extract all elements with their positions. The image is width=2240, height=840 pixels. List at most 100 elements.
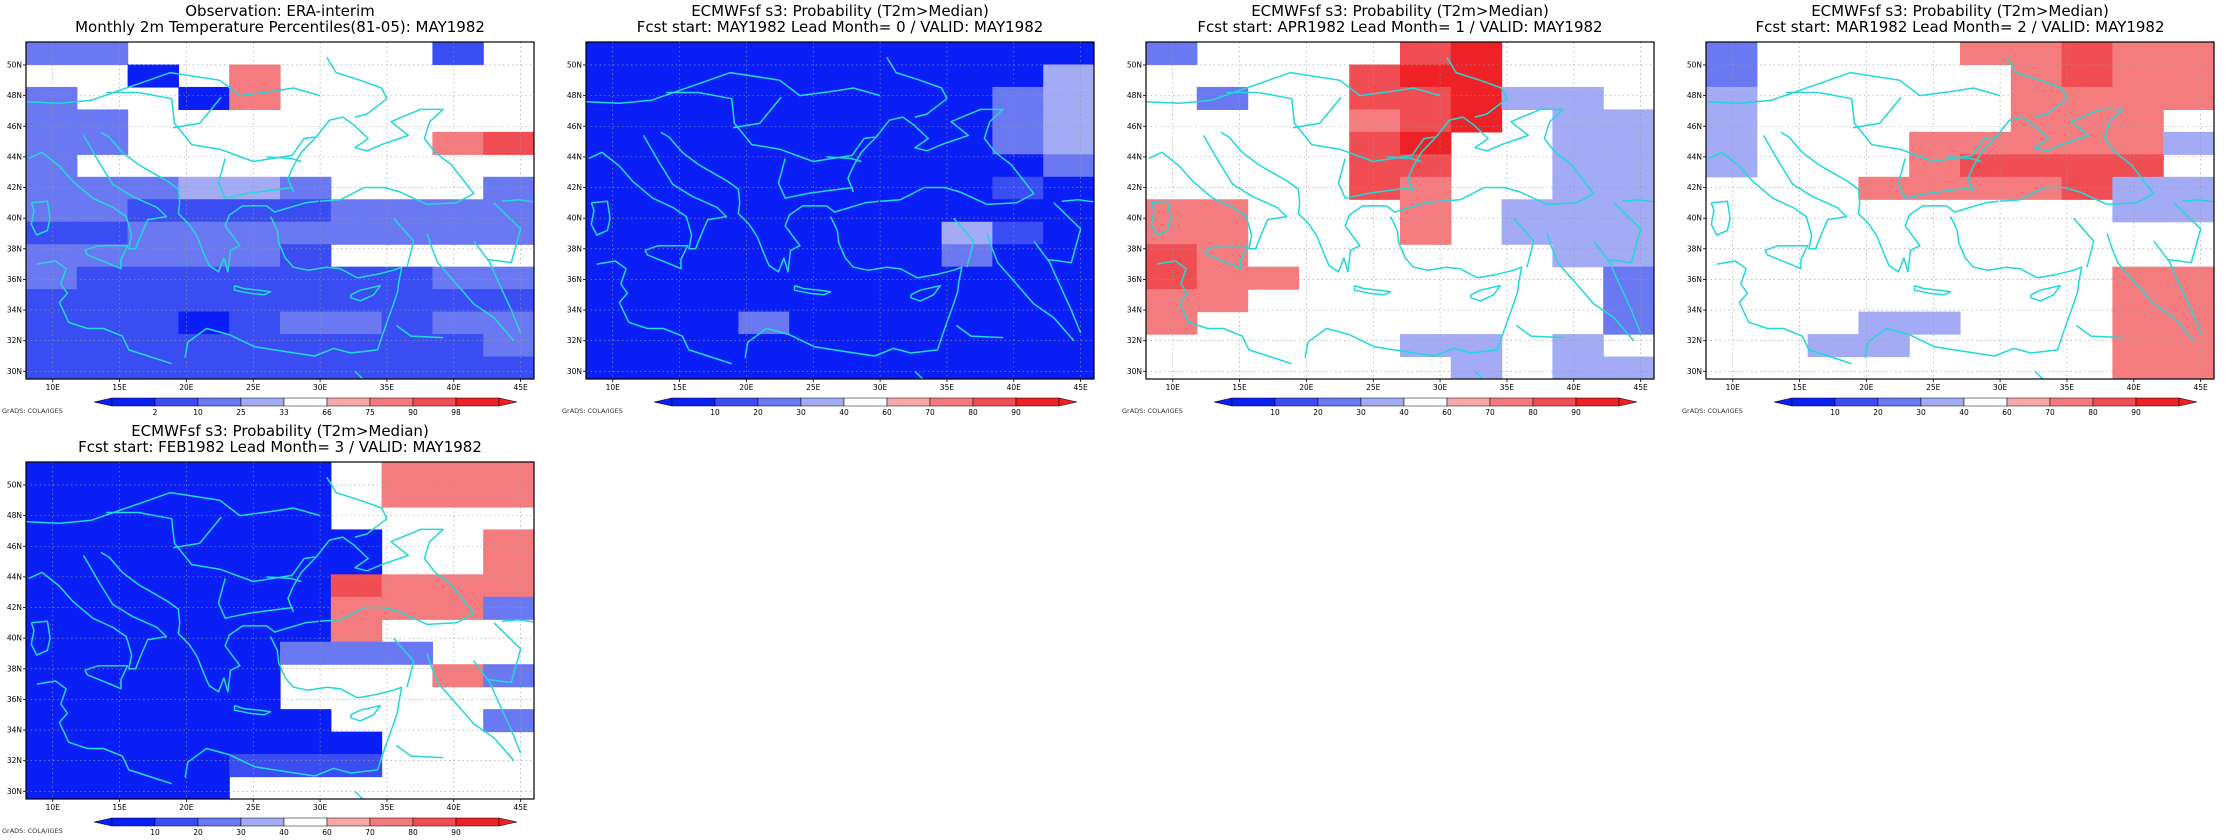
coastline <box>1967 108 2155 206</box>
grid-cell <box>941 266 993 290</box>
grid-cell <box>178 574 230 598</box>
panel-title-line2: Fcst start: FEB1982 Lead Month= 3 / VALI… <box>78 438 482 456</box>
grid-cell <box>1400 42 1452 66</box>
grid-cell <box>687 42 739 66</box>
lat-tick-label: 50N <box>7 480 22 489</box>
grid-cell <box>26 484 78 508</box>
coastline <box>106 511 315 583</box>
map-area <box>1706 42 2214 379</box>
coastline <box>287 108 475 206</box>
grid-cell <box>2112 176 2164 200</box>
grid-cell <box>1501 199 1553 223</box>
grid-cell <box>229 221 281 245</box>
grid-cell <box>840 131 892 155</box>
grid-cell <box>178 484 230 508</box>
grid-cell <box>280 484 332 508</box>
grid-cell <box>2163 266 2214 290</box>
grid-cell <box>26 709 78 733</box>
grid-cell <box>432 199 484 223</box>
grid-cell <box>229 574 281 598</box>
coastline <box>36 680 172 785</box>
grid-cell <box>127 64 179 88</box>
grid-cell <box>229 551 281 575</box>
lat-tick-label: 48N <box>7 91 22 100</box>
grid-cell <box>178 776 230 799</box>
grid-cell <box>636 109 689 133</box>
grid-cell <box>432 311 484 335</box>
coastline <box>660 131 879 273</box>
grid-cell <box>1706 86 1758 110</box>
grid-cell <box>1960 154 2012 178</box>
grid-cell <box>789 266 841 290</box>
grid-cell <box>687 221 739 245</box>
grid-cell <box>1349 154 1401 178</box>
lon-tick-label: 20E <box>179 383 194 392</box>
colorbar-swatch <box>1403 397 1448 407</box>
coastline <box>1407 108 1595 206</box>
grid-cell <box>1909 154 1961 178</box>
coastline <box>26 71 321 105</box>
grid-cell <box>1858 311 1910 335</box>
coastline <box>644 244 689 270</box>
grid-cell <box>941 131 993 155</box>
grid-cell <box>840 86 892 110</box>
grid-cell <box>26 776 78 799</box>
grid-cell <box>1552 199 1604 223</box>
grid-cell <box>483 131 534 155</box>
grid-cell <box>2163 311 2214 335</box>
grid-cell <box>992 176 1044 200</box>
lon-tick-label: 15E <box>112 383 127 392</box>
coastline <box>473 240 522 334</box>
colorbar-swatch <box>369 397 414 407</box>
grid-cell <box>483 289 534 313</box>
grid-cell <box>127 709 179 733</box>
grid-cell <box>483 356 534 379</box>
colorbar-swatch <box>240 397 285 407</box>
coastline <box>28 135 168 250</box>
coastline <box>266 156 302 163</box>
coastline <box>1156 260 1292 365</box>
grid-cell <box>586 176 638 200</box>
grid-cell <box>840 311 892 335</box>
grid-cell <box>76 664 129 688</box>
grid-cell <box>992 244 1044 268</box>
coastline <box>2167 202 2202 264</box>
grid-cell <box>127 244 179 268</box>
grid-cell <box>2163 64 2214 88</box>
lat-tick-label: 30N <box>7 787 22 796</box>
colorbar-label: 20 <box>1313 408 1323 417</box>
grid-cell <box>1400 64 1452 88</box>
coastline <box>1716 260 1852 365</box>
grid-cell <box>483 334 534 358</box>
grid-cell <box>483 596 534 620</box>
lon-tick-label: 40E <box>447 803 462 812</box>
colorbar-swatch <box>1015 397 1060 407</box>
grid-cell <box>76 176 129 200</box>
grid-cell <box>840 289 892 313</box>
grid-cell <box>1146 311 1198 335</box>
grid-cell <box>1909 311 1961 335</box>
grid-cell <box>840 154 892 178</box>
grid-cell <box>636 289 689 313</box>
grid-cell <box>178 356 230 379</box>
colorbar-label: 80 <box>968 408 978 417</box>
coastline <box>2153 240 2202 334</box>
grid-cell <box>789 199 841 223</box>
coastline <box>1146 71 1441 105</box>
colorbar-swatch <box>455 397 500 407</box>
coastline <box>986 233 1075 342</box>
grid-cell <box>26 731 78 755</box>
grid-cell <box>1043 244 1094 268</box>
grid-cell <box>1552 176 1604 200</box>
coastline <box>1946 156 1982 163</box>
grid-cell <box>1706 154 1758 178</box>
grid-cell <box>789 221 841 245</box>
lon-tick-label: 45E <box>1073 383 1088 392</box>
grid-cell <box>941 86 993 110</box>
grid-cell <box>26 42 78 66</box>
panel-title-line2: Fcst start: MAR1982 Lead Month= 2 / VALI… <box>1755 18 2164 36</box>
panel-title-line1: ECMWFsf s3: Probability (T2m>Median) <box>131 422 429 440</box>
coastline <box>953 217 975 268</box>
lon-tick-label: 30E <box>873 383 888 392</box>
